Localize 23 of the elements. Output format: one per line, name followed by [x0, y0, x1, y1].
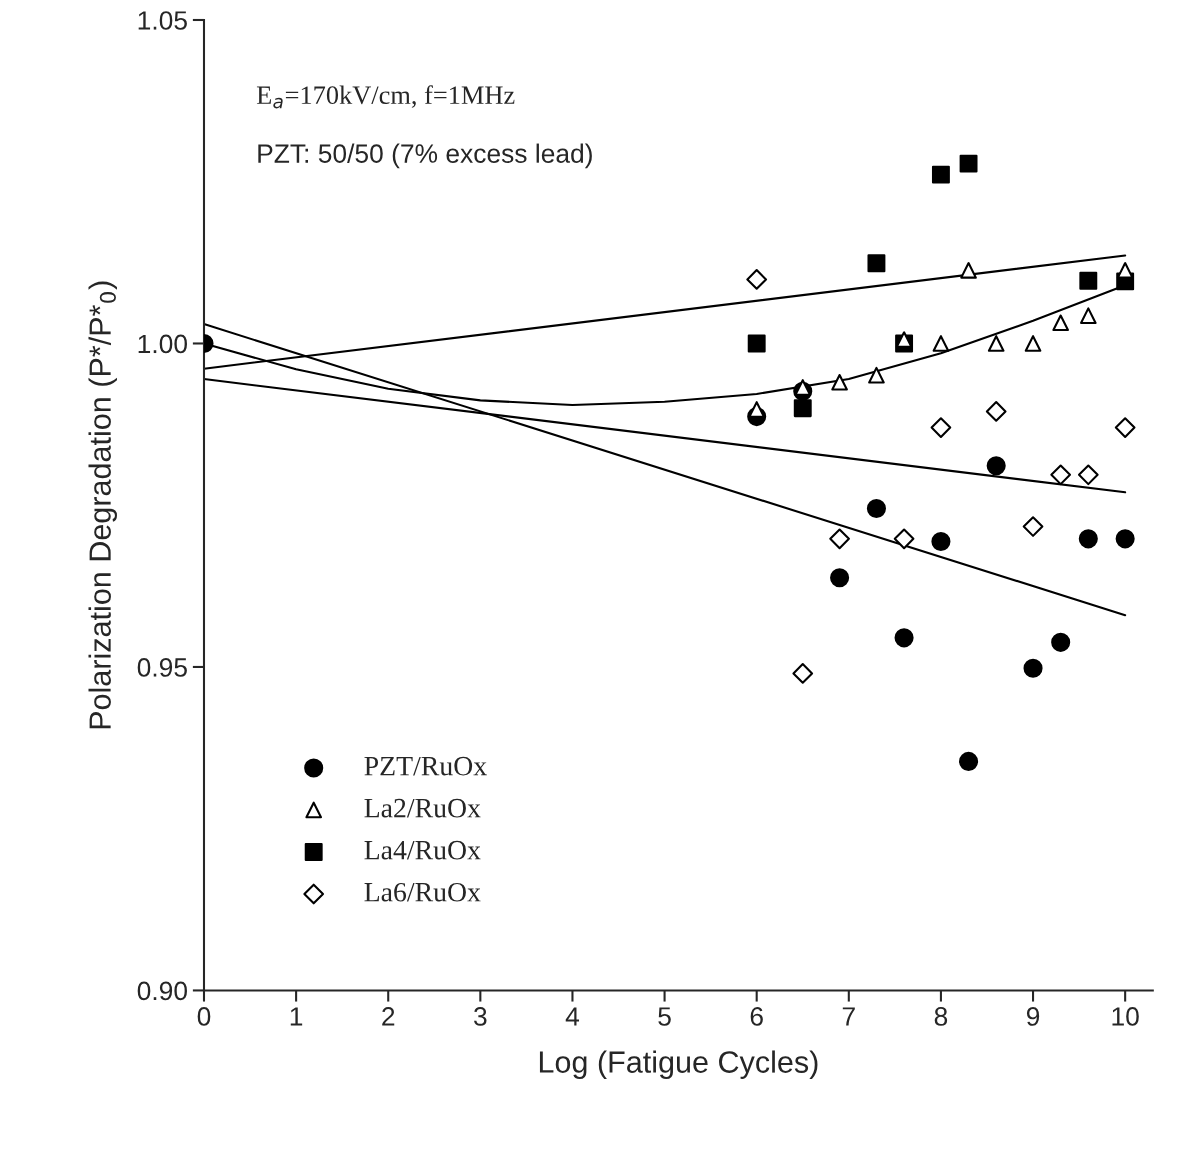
x-tick-label: 1	[290, 1007, 303, 1026]
x-tick-label: 6	[750, 1007, 763, 1026]
x-tick-label: 9	[1026, 1007, 1040, 1026]
x-tick-label: 2	[382, 1007, 395, 1026]
y-tick-label: 0.90	[137, 981, 187, 1001]
legend-label: La4/RuOx	[364, 840, 481, 860]
x-tick-label: 7	[842, 1007, 855, 1026]
annotation: PZT: 50/50 (7% excess lead)	[258, 143, 592, 169]
legend-label: PZT/RuOx	[364, 756, 487, 776]
x-axis-title: Log (Fatigue Cycles)	[539, 1050, 818, 1079]
legend-label: La2/RuOx	[364, 798, 481, 818]
y-tick-label: 0.95	[137, 658, 187, 677]
y-tick-label: 1.05	[138, 11, 187, 30]
x-tick-label: 4	[565, 1007, 580, 1026]
y-axis-title: Polarization Degradation (P*/P*$_{0}$)	[88, 281, 117, 729]
y-tick-label: 1.00	[138, 334, 187, 354]
x-tick-label: 3	[474, 1007, 487, 1026]
x-tick-label: 10	[1112, 1007, 1139, 1026]
x-tick-label: 0	[197, 1007, 211, 1026]
legend-label: La6/RuOx	[364, 882, 481, 902]
x-tick-label: 5	[658, 1007, 671, 1026]
annotation: E$_{a}$=170kV/cm, f=1MHz	[256, 85, 515, 109]
x-tick-label: 8	[934, 1007, 948, 1026]
